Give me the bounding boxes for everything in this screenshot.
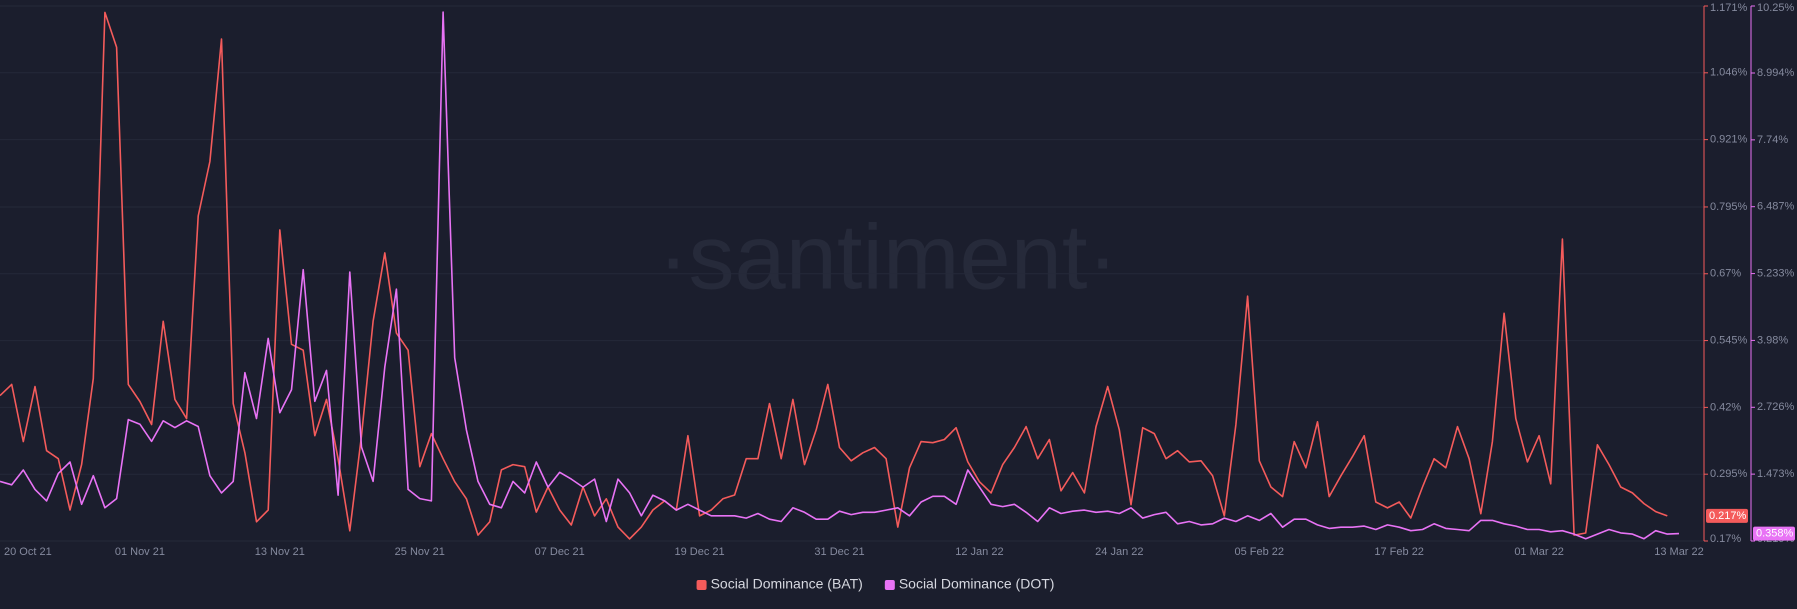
x-tick-label: 13 Nov 21 <box>255 546 305 558</box>
line-series <box>0 11 1680 540</box>
legend-swatch <box>696 580 707 590</box>
legend-swatch <box>884 580 895 590</box>
watermark: ·santiment· <box>658 206 1118 308</box>
x-tick-label: 01 Mar 22 <box>1514 546 1564 558</box>
y-tick-label: 0.921% <box>1710 134 1748 146</box>
y-tick-label: 0.545% <box>1710 334 1748 346</box>
x-tick-label: 13 Mar 22 <box>1654 546 1704 558</box>
last-value-label: 0.217% <box>1709 510 1747 522</box>
y2-tick-label: 6.487% <box>1757 201 1795 213</box>
last-value-label: 0.358% <box>1756 527 1794 539</box>
y-tick-label: 0.42% <box>1710 401 1741 413</box>
y-tick-label: 1.046% <box>1710 67 1748 79</box>
x-tick-label: 17 Feb 22 <box>1374 546 1424 558</box>
legend-label: Social Dominance (BAT) <box>711 576 863 592</box>
y2-tick-label: 8.994% <box>1757 67 1795 79</box>
y-tick-label: 1.171% <box>1710 2 1748 14</box>
y2-tick-label: 7.74% <box>1757 134 1788 146</box>
x-tick-label: 12 Jan 22 <box>955 546 1003 558</box>
y2-tick-label: 1.473% <box>1757 468 1795 480</box>
x-tick-label: 07 Dec 21 <box>535 546 585 558</box>
x-tick-label: 31 Dec 21 <box>814 546 864 558</box>
x-tick-label: 24 Jan 22 <box>1095 546 1143 558</box>
x-tick-label: 01 Nov 21 <box>115 546 165 558</box>
x-tick-label: 20 Oct 21 <box>4 546 52 558</box>
y-tick-label: 0.295% <box>1710 468 1748 480</box>
legend-label: Social Dominance (DOT) <box>899 576 1055 592</box>
x-tick-label: 19 Dec 21 <box>675 546 725 558</box>
line-series <box>0 11 1668 540</box>
legend: Social Dominance (BAT) Social Dominance (… <box>696 576 1055 592</box>
x-tick-label: 05 Feb 22 <box>1234 546 1284 558</box>
y2-tick-label: 5.233% <box>1757 267 1795 279</box>
last-value-badge <box>1706 508 1748 523</box>
y2-tick-label: 3.98% <box>1757 334 1788 346</box>
y-tick-label: 0.795% <box>1710 201 1748 213</box>
y2-tick-label: 10.25% <box>1757 2 1795 14</box>
y-tick-label: 0.67% <box>1710 268 1741 280</box>
x-tick-label: 25 Nov 21 <box>395 546 445 558</box>
y2-tick-label: 2.726% <box>1757 401 1795 413</box>
last-value-badge <box>1753 526 1795 541</box>
y-tick-label: 0.17% <box>1710 533 1741 545</box>
